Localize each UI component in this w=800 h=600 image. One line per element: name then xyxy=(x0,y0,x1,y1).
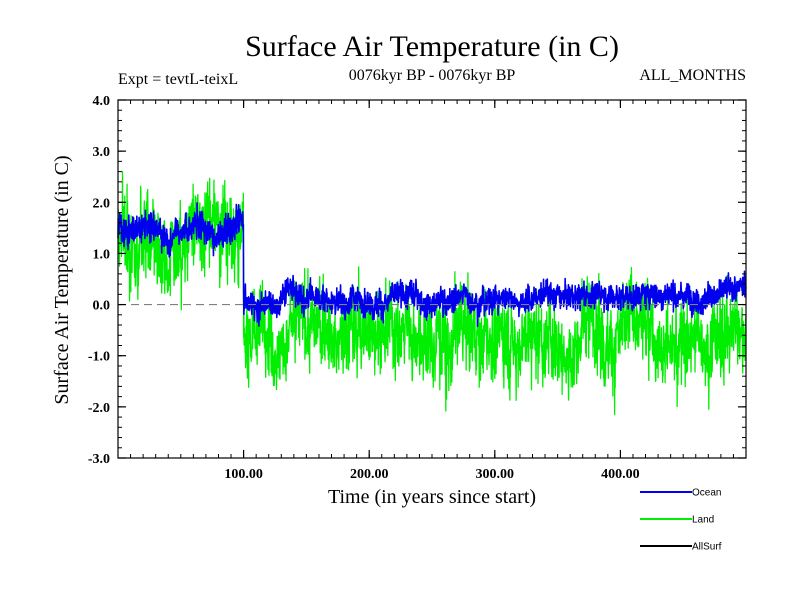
chart-title: Surface Air Temperature (in C) xyxy=(245,30,619,63)
series-layer xyxy=(117,171,747,416)
legend-label-ocean: Ocean xyxy=(692,488,721,499)
y-tick-label: -1.0 xyxy=(88,350,110,365)
months-label: ALL_MONTHS xyxy=(639,67,746,84)
x-tick-label: 200.00 xyxy=(350,467,389,482)
y-tick-label: 0.0 xyxy=(93,299,111,314)
series-line-land xyxy=(117,171,747,416)
y-axis-label: Surface Air Temperature (in C) xyxy=(51,155,73,404)
y-tick-label: 4.0 xyxy=(93,94,111,109)
y-tick-label: 1.0 xyxy=(93,247,111,262)
legend: Ocean Land AllSurf xyxy=(640,488,722,553)
series-line-ocean xyxy=(117,202,747,328)
legend-label-allsurf: AllSurf xyxy=(692,542,722,553)
y-tick-label: 2.0 xyxy=(93,196,111,211)
x-axis-label: Time (in years since start) xyxy=(328,486,536,508)
ticks-layer: 4.0 3.0 2.0 1.0 0.0 -1.0 -2.0 -3.0 100.00 200.00 3… xyxy=(88,94,746,482)
x-tick-label: 100.00 xyxy=(224,467,263,482)
y-tick-label: -2.0 xyxy=(88,401,110,416)
plot-frame xyxy=(117,99,747,459)
legend-label-land: Land xyxy=(692,515,714,526)
x-tick-label: 400.00 xyxy=(601,467,640,482)
x-tick-label: 300.00 xyxy=(476,467,515,482)
expt-label: Expt = tevtL-teixL xyxy=(118,71,238,88)
y-tick-label: -3.0 xyxy=(88,452,110,467)
y-tick-label: 3.0 xyxy=(93,145,111,160)
period-label: 0076kyr BP - 0076kyr BP xyxy=(349,67,516,84)
